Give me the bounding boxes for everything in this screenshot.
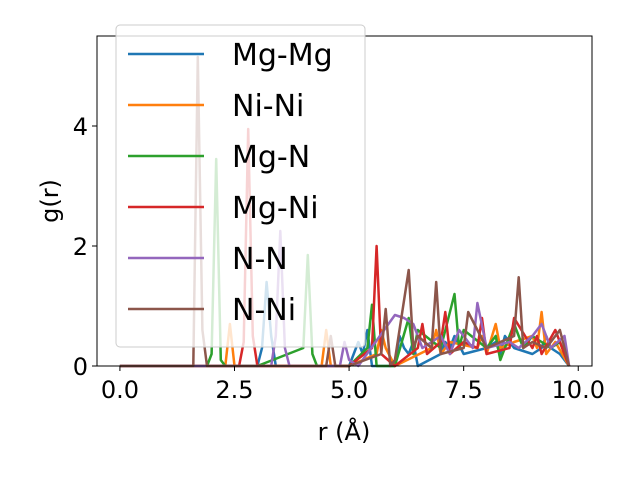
legend-label-ni-ni: Ni-Ni [232,89,304,124]
x-tick-label: 0.0 [101,376,139,404]
legend: Mg-Mg Ni-Ni Mg-N Mg-Ni N-N N-Ni [115,24,366,348]
y-axis: 0 2 4 [73,113,97,381]
legend-label-mg-mg: Mg-Mg [232,38,333,73]
legend-label-mg-n: Mg-N [232,140,310,175]
y-tick-label: 0 [73,353,88,381]
x-axis-title: r (Å) [318,417,371,446]
x-tick-label: 2.5 [215,376,253,404]
y-tick-label: 2 [73,233,88,261]
x-tick-label: 10.0 [552,376,605,404]
x-tick-label: 7.5 [445,376,483,404]
x-tick-label: 5.0 [330,376,368,404]
y-axis-title: g(r) [36,179,64,223]
legend-label-mg-ni: Mg-Ni [232,191,319,226]
x-axis: 0.0 2.5 5.0 7.5 10.0 [101,366,605,404]
y-tick-label: 4 [73,113,88,141]
legend-label-n-n: N-N [232,242,288,277]
legend-label-n-ni: N-Ni [232,293,296,328]
